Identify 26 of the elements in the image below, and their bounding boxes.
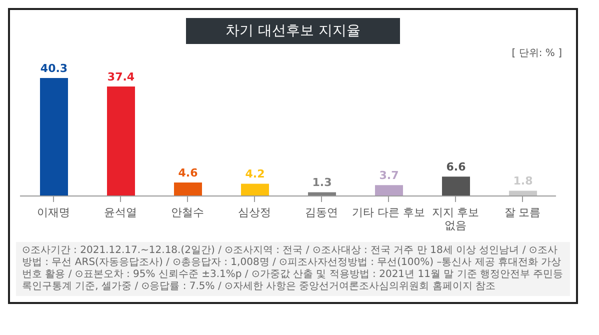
x-tick-label: 잘 모름 [504, 206, 541, 219]
data-label: 37.4 [107, 70, 135, 84]
x-tick-label: 안철수 [171, 206, 204, 219]
x-tick-label: 기타 다른 후보 [352, 206, 425, 219]
data-label: 4.6 [178, 166, 198, 180]
bar [509, 190, 537, 196]
x-tick-label: 심상정 [238, 206, 271, 219]
x-tick-label: 윤석열 [104, 206, 137, 219]
x-tick-label: 지지 후보 없음 [432, 206, 480, 232]
chart-title: 차기 대선후보 지지율 [186, 18, 400, 44]
bar [174, 182, 202, 196]
data-label: 4.2 [245, 168, 265, 181]
data-label: 3.7 [379, 169, 399, 182]
bar [308, 192, 336, 196]
bar [241, 184, 269, 196]
data-label: 40.3 [40, 62, 68, 75]
text: [ 단위: % ] [510, 47, 563, 60]
text: ⊙조사기간 : 2021.12.17.~12.18.(2일간) / ⊙조사지역 : 전국 / ⊙조사대상 : 전국 거주 만 18세 이상 성인남녀 / ⊙조사방법 : 무선 ARS(자동응답조사) / ⊙총응답자 : 1,008명 / ⊙피조사자선정방법 : 무선(100%) –통신사 제공 휴대전화 가상번호 활용 / ⊙표본오차 : 95% 신뢰수준 ±3.1%p / ⊙가중값 산출 및 적용방법 : 2021년 11월 말 기준 행정안전부 주민등록인구통계 기준, 셀가중 / ⊙응답률 : 7.5% / ⊙자세한 사항은 중앙선거여론조사심의위원회 홈페이지 참조 [22, 245, 564, 293]
x-tick-label: 김동연 [305, 206, 338, 219]
bar [107, 86, 135, 196]
data-label: 1.3 [312, 176, 332, 190]
bar [40, 78, 68, 196]
bar [442, 176, 470, 196]
x-tick-label: 이재명 [37, 206, 70, 219]
data-label: 6.6 [446, 160, 466, 174]
bar [375, 185, 403, 196]
